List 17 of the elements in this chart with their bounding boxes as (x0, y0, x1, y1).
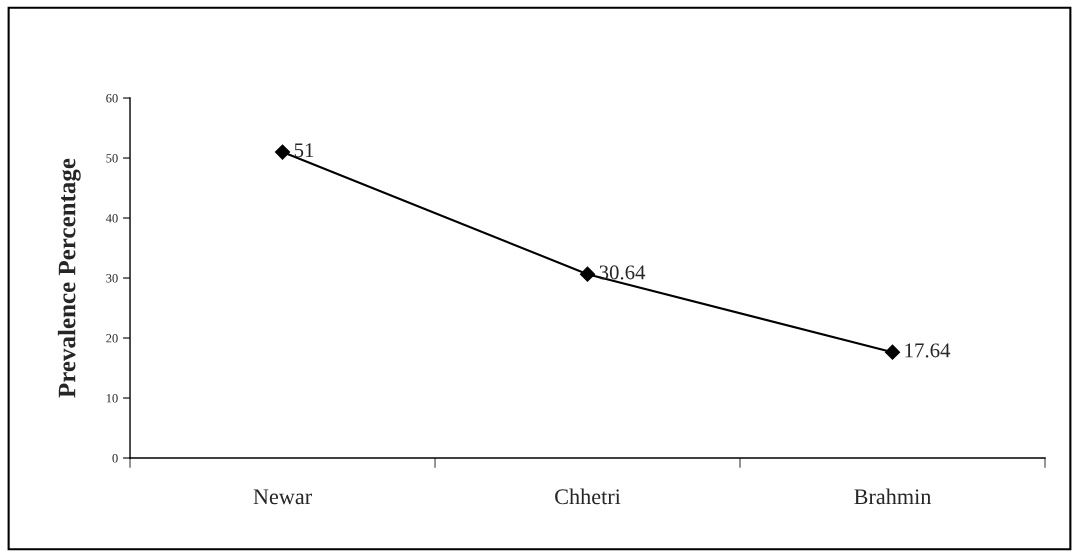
data-label: 30.64 (599, 265, 646, 280)
data-label: 51 (294, 143, 314, 158)
point (274, 144, 291, 160)
y-tick-label: 50 (106, 154, 118, 163)
y-tick-label: 20 (106, 334, 118, 343)
y-tick-label: 40 (105, 214, 118, 223)
data-label: 17.64 (905, 343, 951, 358)
x-tick-label: Brahmin (854, 488, 932, 505)
point (579, 266, 596, 282)
y-tick-label: 30 (106, 274, 118, 283)
y-tick-label: 0 (112, 454, 118, 463)
x-tick-label: Chhetri (555, 488, 621, 505)
x-tick-label: Newar (253, 489, 312, 505)
point (884, 344, 901, 360)
y-tick-label: 60 (106, 94, 118, 103)
y-tick-label: 10 (106, 394, 118, 403)
y-axis-title: Prevalence Percentage (57, 158, 81, 398)
